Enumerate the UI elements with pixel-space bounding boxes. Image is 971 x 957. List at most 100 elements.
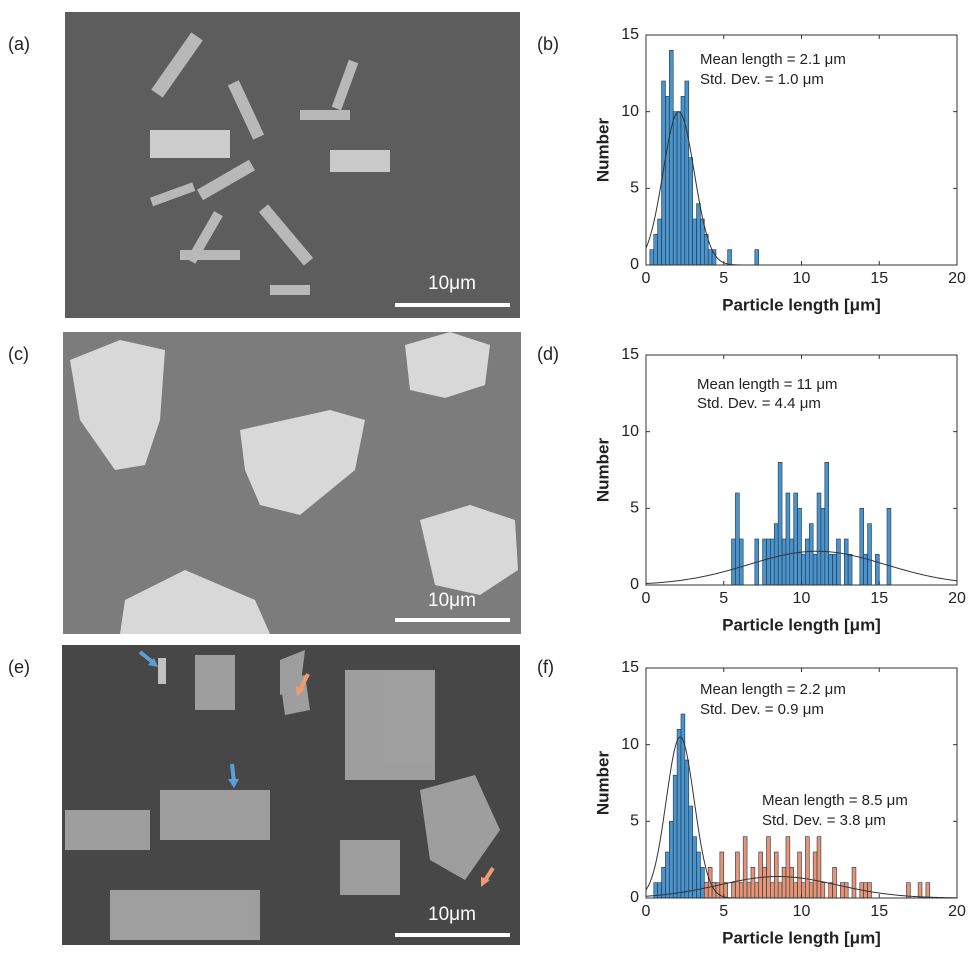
x-tick-label: 20	[948, 903, 966, 920]
histogram-bar	[673, 112, 677, 265]
y-axis-label: Number	[593, 118, 612, 183]
histogram-bar	[794, 493, 798, 585]
histogram-bar	[763, 539, 767, 585]
y-axis-label: Number	[593, 751, 612, 816]
histogram-bar	[693, 219, 697, 265]
histogram-bar	[700, 219, 704, 265]
x-axis-label: Particle length [μm]	[722, 615, 881, 634]
histogram-bar	[786, 493, 790, 585]
histogram-bar	[755, 250, 759, 265]
histogram-bar	[829, 554, 833, 585]
histogram-bar	[875, 554, 879, 585]
histogram-bar	[689, 806, 693, 898]
histogram-bar	[697, 852, 701, 898]
histogram-bar	[739, 539, 743, 585]
histogram-bar	[809, 883, 813, 898]
x-tick-label: 5	[719, 590, 728, 607]
annotation: Std. Dev. = 0.9 μm	[700, 701, 824, 718]
annotation: Std. Dev. = 1.0 μm	[700, 71, 824, 88]
histogram-bar	[798, 508, 802, 585]
histogram-bar	[782, 867, 786, 898]
histogram-bar	[868, 524, 872, 585]
histogram-bar	[732, 539, 736, 585]
histogram-bar	[805, 837, 809, 898]
histogram-bar	[767, 539, 771, 585]
histogram-bar	[654, 234, 658, 265]
histogram-bar	[805, 539, 809, 585]
histogram-bar	[926, 883, 930, 898]
y-axis-label: Number	[593, 438, 612, 503]
histogram-bar	[790, 867, 794, 898]
x-tick-label: 15	[870, 903, 888, 920]
histogram-bar	[665, 852, 669, 898]
histogram-bar	[662, 81, 666, 265]
histogram-bar	[840, 883, 844, 898]
histogram-bar	[852, 867, 856, 898]
histogram-bar	[813, 852, 817, 898]
histogram-bar	[755, 883, 759, 898]
histogram-bar	[770, 883, 774, 898]
histogram-bar	[817, 837, 821, 898]
histogram-bar	[809, 524, 813, 585]
y-tick-label: 0	[630, 576, 639, 593]
histogram-bar	[833, 554, 837, 585]
scale-bar-label: 10μm	[428, 904, 476, 925]
x-tick-label: 10	[793, 590, 811, 607]
histogram-bar	[778, 462, 782, 585]
x-tick-label: 0	[642, 270, 651, 287]
histogram-bar	[650, 250, 654, 265]
y-tick-label: 5	[630, 813, 639, 830]
y-tick-label: 0	[630, 256, 639, 273]
y-tick-label: 15	[621, 659, 639, 676]
histogram-bar	[669, 821, 673, 898]
histogram-bar	[732, 883, 736, 898]
page: {"panels": {"labels": ["(a)", "(b)", "(c…	[0, 0, 971, 957]
histogram-bar	[735, 493, 739, 585]
y-tick-label: 15	[621, 346, 639, 363]
x-tick-label: 20	[948, 590, 966, 607]
y-tick-label: 5	[630, 180, 639, 197]
histogram-bar	[712, 883, 716, 898]
histogram-bar	[724, 883, 728, 898]
histogram-bar	[786, 837, 790, 898]
panel-label: (e)	[8, 657, 30, 677]
scale-bar-label: 10μm	[428, 273, 476, 294]
histogram-bar	[700, 867, 704, 898]
histogram-bar	[848, 554, 852, 585]
histogram-bar	[681, 714, 685, 898]
panel-label: (c)	[8, 344, 29, 364]
scale-bar-label: 10μm	[428, 590, 476, 611]
x-tick-label: 0	[642, 590, 651, 607]
histogram-bar	[677, 729, 681, 898]
annotation: Mean length = 11 μm	[697, 376, 838, 393]
x-tick-label: 15	[870, 590, 888, 607]
histogram-bar	[677, 112, 681, 265]
histogram-bar	[868, 883, 872, 898]
x-tick-label: 0	[642, 903, 651, 920]
x-tick-label: 5	[719, 903, 728, 920]
x-axis-label: Particle length [μm]	[722, 295, 881, 314]
histogram-bar	[774, 852, 778, 898]
histogram-bar	[829, 883, 833, 898]
panel-label: (a)	[8, 34, 30, 54]
annotation: Std. Dev. = 4.4 μm	[697, 395, 821, 412]
x-tick-label: 20	[948, 270, 966, 287]
histogram-bar	[825, 462, 829, 585]
histogram-bar	[817, 493, 821, 585]
histogram-bar	[860, 508, 864, 585]
y-tick-label: 15	[621, 26, 639, 43]
histogram-bar	[918, 883, 922, 898]
annotation: Mean length = 8.5 μm	[762, 792, 908, 809]
histogram-bar	[770, 539, 774, 585]
histogram-bar	[767, 837, 771, 898]
histogram-bar	[673, 775, 677, 898]
histogram-bar	[782, 539, 786, 585]
histogram-bar	[774, 524, 778, 585]
histogram-bar	[778, 883, 782, 898]
histogram-bar	[798, 852, 802, 898]
histogram-bar	[720, 852, 724, 898]
x-tick-label: 15	[870, 270, 888, 287]
annotation: Std. Dev. = 3.8 μm	[762, 812, 886, 829]
y-tick-label: 10	[621, 423, 639, 440]
histogram-bar	[697, 204, 701, 265]
